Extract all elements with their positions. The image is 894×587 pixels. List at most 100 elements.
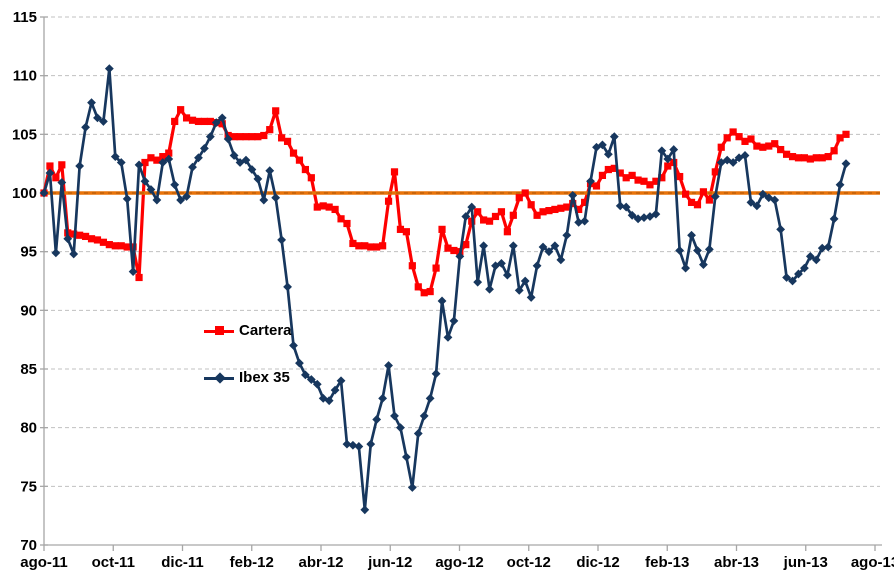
cartera-marker — [658, 174, 666, 182]
ibex35-marker — [502, 270, 512, 280]
cartera-marker — [194, 117, 203, 126]
cartera-marker — [420, 289, 428, 297]
ibex35-marker — [746, 197, 756, 207]
ibex35-marker — [431, 369, 441, 379]
cartera-marker — [206, 117, 214, 126]
cartera-marker — [432, 264, 440, 272]
cartera-marker — [509, 211, 517, 219]
cartera-marker — [248, 133, 256, 141]
ibex35-marker — [811, 255, 821, 265]
ibex35-marker — [497, 259, 506, 268]
ibex35-marker — [681, 263, 690, 273]
cartera-marker — [135, 273, 143, 282]
ibex35-marker — [805, 251, 815, 261]
ibex35-marker — [603, 149, 613, 159]
ibex35-marker — [609, 132, 619, 142]
ibex35-marker — [152, 195, 162, 205]
ibex35-marker — [443, 332, 453, 342]
cartera-marker — [295, 156, 304, 164]
cartera-marker — [830, 147, 838, 155]
cartera-marker — [598, 171, 607, 179]
cartera-marker — [373, 243, 381, 251]
cartera-marker — [319, 202, 327, 210]
cartera-marker — [111, 242, 119, 250]
ibex35-marker — [508, 241, 518, 251]
cartera-marker — [711, 168, 719, 176]
ibex35-marker — [615, 201, 625, 211]
ibex35-marker — [740, 151, 750, 160]
ibex35-marker — [241, 155, 251, 165]
ibex35-marker — [728, 158, 738, 167]
cartera-marker — [812, 154, 820, 162]
ibex35-marker — [378, 393, 388, 403]
ibex35-marker — [122, 194, 132, 204]
ibex35-marker — [372, 415, 382, 424]
cartera-marker — [325, 203, 333, 211]
ibex35-marker — [205, 132, 215, 142]
y-tick-label: 85 — [20, 361, 37, 378]
x-tick-label: abr-13 — [714, 554, 759, 571]
ibex35-marker — [586, 176, 595, 186]
cartera-marker — [236, 133, 244, 141]
cartera-marker — [117, 242, 125, 250]
cartera-marker — [788, 153, 797, 161]
cartera-marker — [355, 242, 363, 250]
ibex35-marker — [580, 216, 590, 226]
ibex35-marker — [253, 174, 263, 184]
cartera-marker — [349, 239, 357, 248]
cartera-line — [42, 108, 847, 295]
ibex35-marker — [693, 246, 702, 255]
x-tick-label: abr-12 — [298, 554, 343, 571]
ibex35-marker — [247, 165, 257, 174]
cartera-marker — [622, 174, 630, 182]
ibex35-marker — [479, 241, 489, 251]
cartera-marker — [230, 133, 238, 141]
cartera-marker — [771, 140, 779, 148]
ibex35-marker — [532, 261, 542, 271]
ibex35-marker — [520, 276, 530, 286]
cartera-marker — [485, 217, 494, 225]
cartera-marker — [842, 130, 850, 138]
ibex35-marker — [324, 396, 334, 406]
cartera-marker — [141, 158, 149, 167]
cartera-square-icon — [215, 326, 224, 335]
y-tick-label: 70 — [20, 537, 37, 554]
ibex35-marker — [794, 269, 803, 279]
ibex35-marker — [342, 439, 352, 449]
cartera-marker — [390, 168, 399, 176]
cartera-marker — [747, 135, 755, 143]
x-tick-label: ago-13 — [851, 554, 894, 571]
cartera-marker — [266, 126, 274, 134]
ibex35-marker — [211, 118, 221, 127]
ibex35-marker — [146, 185, 156, 194]
cartera-marker — [272, 107, 280, 115]
ibex35-marker — [312, 379, 322, 389]
cartera-marker — [723, 134, 731, 142]
ibex35-marker — [45, 168, 55, 178]
ibex35-marker — [657, 146, 667, 156]
cartera-marker — [824, 153, 832, 161]
cartera-marker — [503, 228, 511, 236]
ibex35-marker — [592, 142, 601, 152]
x-tick-label: feb-13 — [645, 554, 689, 571]
cartera-marker — [592, 182, 601, 190]
ibex35-marker — [829, 214, 839, 224]
y-tick-label: 105 — [12, 126, 37, 143]
ibex35-marker — [574, 217, 584, 227]
x-tick-label: oct-12 — [507, 554, 551, 571]
ibex35-marker — [461, 212, 471, 221]
cartera-marker — [301, 165, 309, 174]
ibex35-marker — [782, 273, 791, 282]
ibex35-marker — [663, 154, 673, 164]
cartera-marker — [616, 169, 624, 177]
ibex35-marker — [289, 341, 298, 350]
cartera-marker — [664, 162, 672, 170]
ibex35-marker — [467, 202, 477, 212]
cartera-marker — [46, 162, 54, 170]
ibex35-marker — [699, 260, 708, 269]
cartera-marker — [147, 154, 155, 162]
ibex35-diamond-icon — [214, 371, 226, 384]
ibex35-marker — [425, 393, 435, 403]
legend-label-cartera: Cartera — [239, 322, 292, 339]
cartera-marker — [610, 164, 618, 172]
